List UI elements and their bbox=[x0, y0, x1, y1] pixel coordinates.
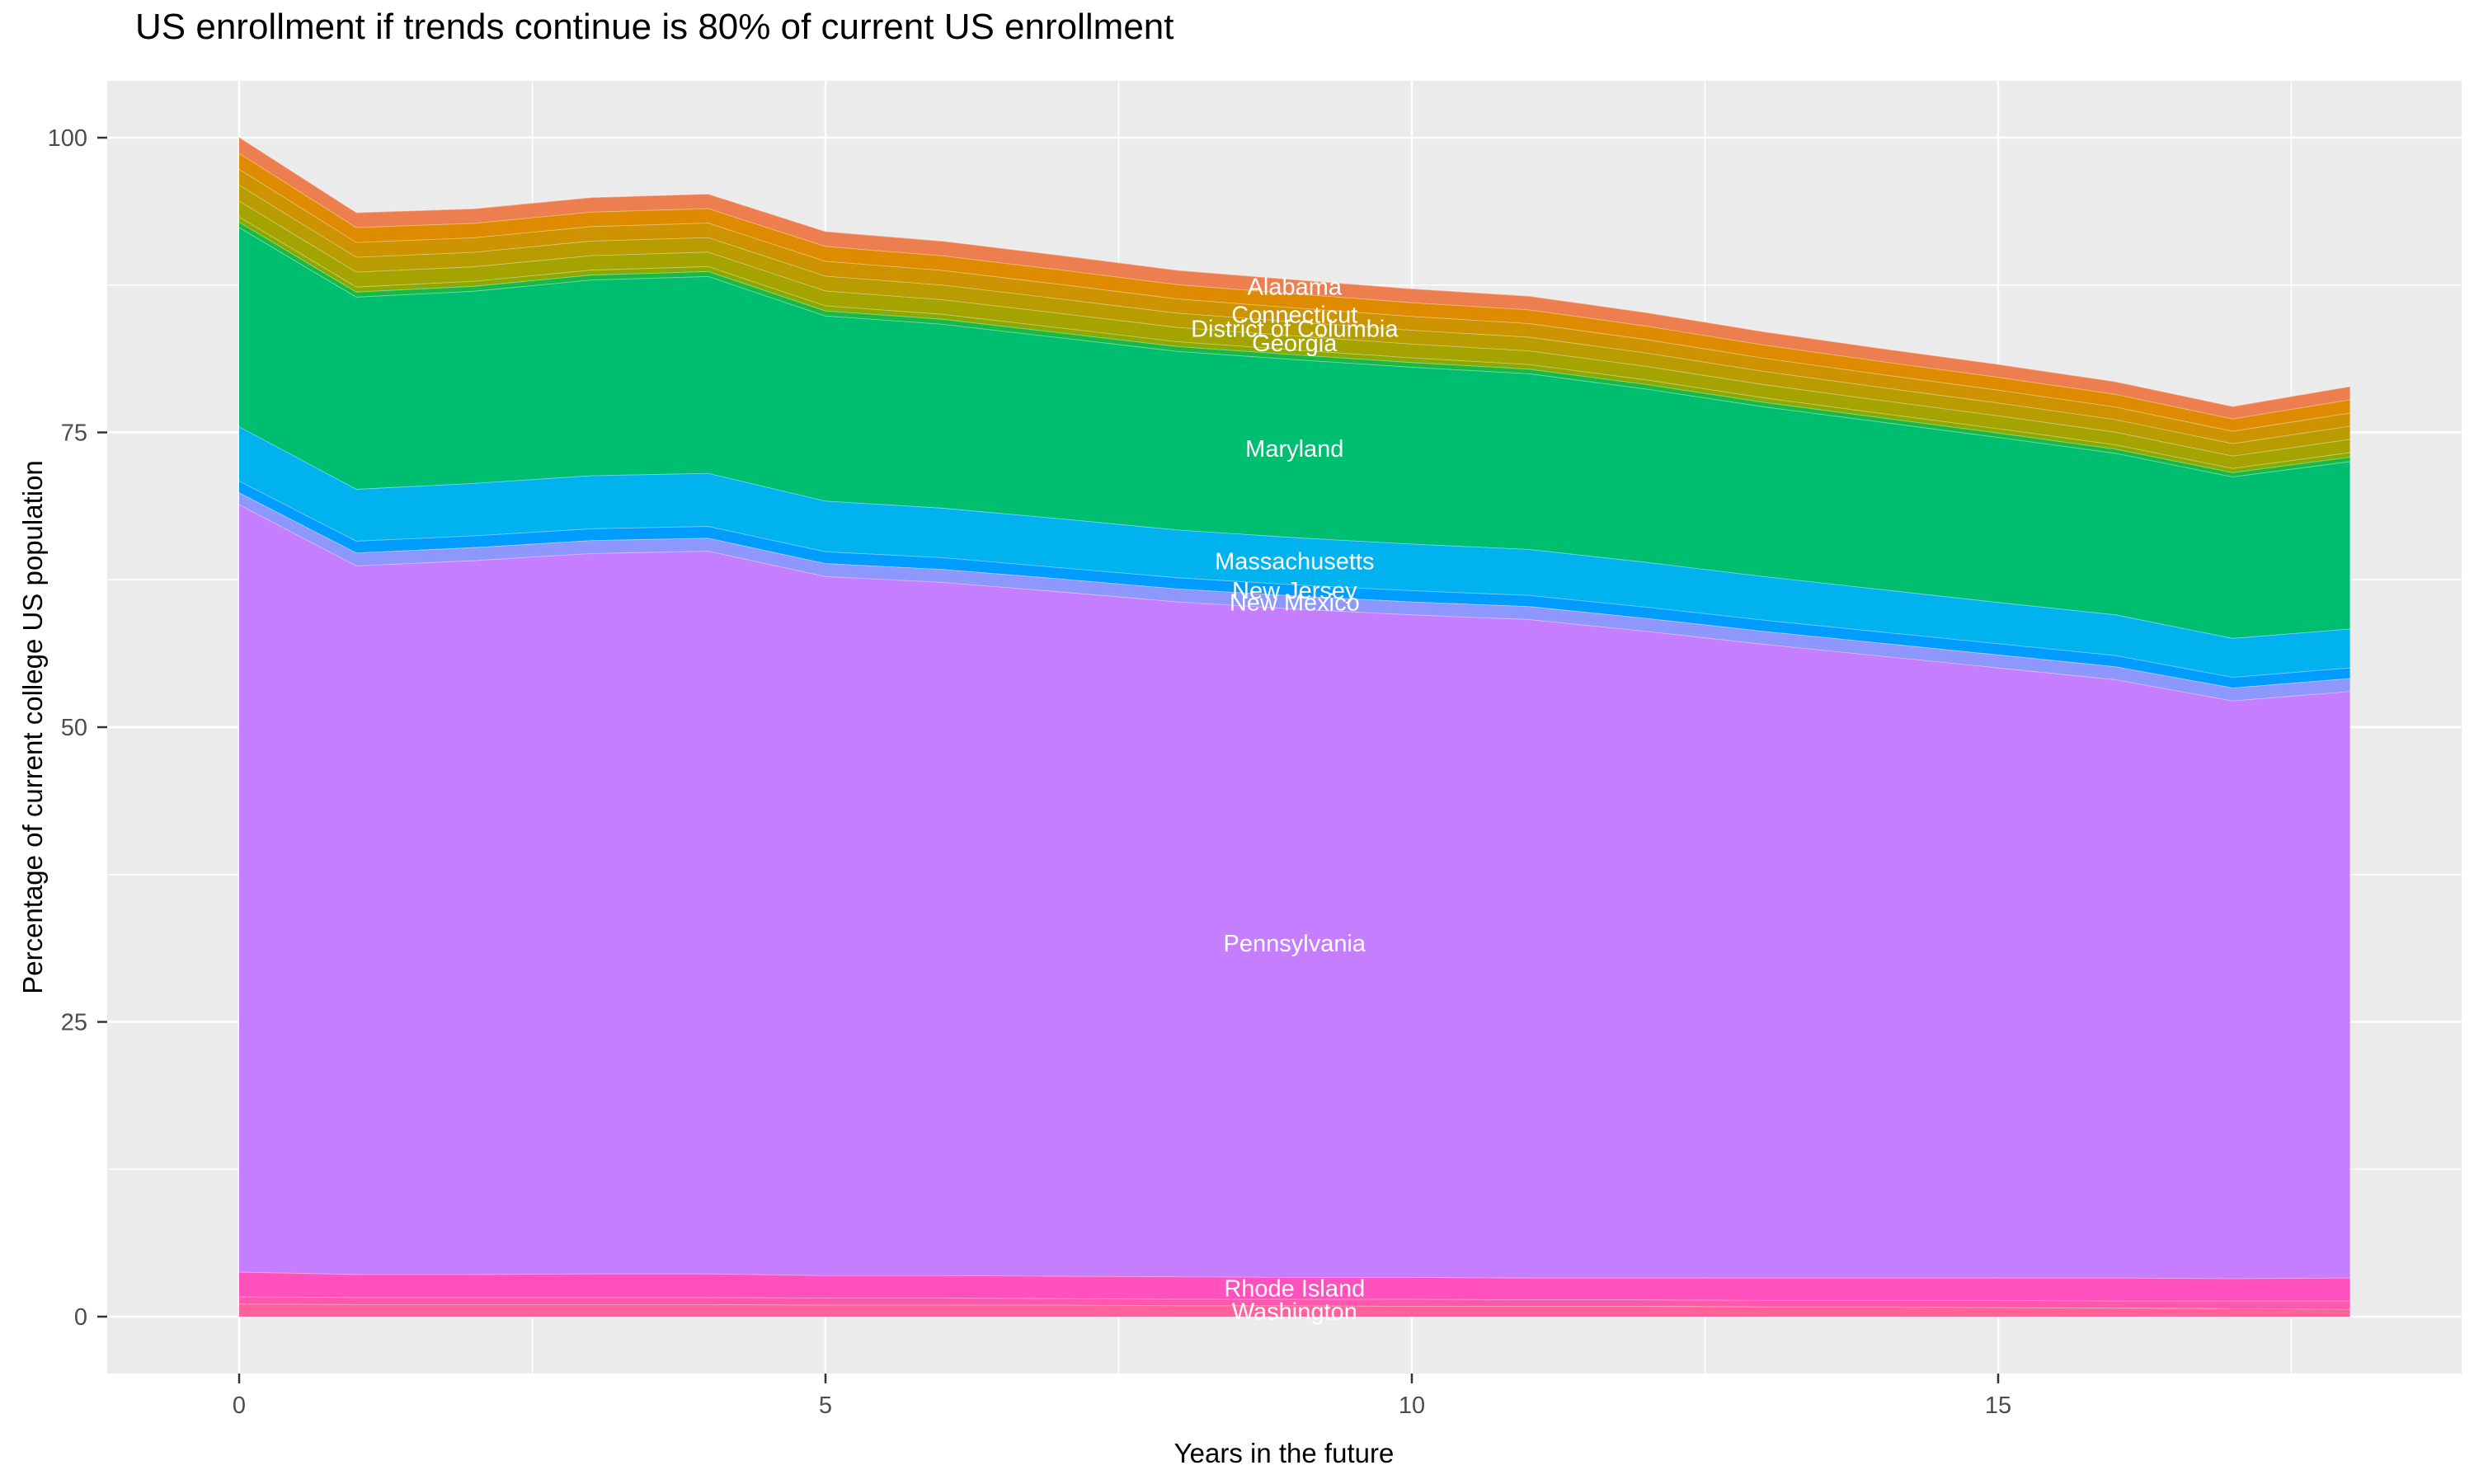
area-maryland bbox=[239, 227, 2350, 639]
area-new-mexico bbox=[239, 492, 2350, 701]
x-tick-label: 10 bbox=[1399, 1392, 1425, 1419]
area-unlabeled-band-2 bbox=[239, 216, 2350, 472]
state-label-connecticut: Connecticut bbox=[1231, 303, 1357, 329]
x-tick-label: 5 bbox=[819, 1392, 832, 1419]
area-new-jersey bbox=[239, 481, 2350, 688]
state-label-rhode-island: Rhode Island bbox=[1224, 1275, 1365, 1302]
area-alabama bbox=[239, 137, 2350, 419]
y-axis-title: Percentage of current college US populat… bbox=[17, 460, 48, 994]
state-label-new-jersey: New Jersey bbox=[1232, 578, 1357, 604]
state-label-washington: Washington bbox=[1232, 1298, 1357, 1325]
area-connecticut bbox=[239, 168, 2350, 444]
x-axis-title: Years in the future bbox=[1174, 1438, 1395, 1468]
chart-title: US enrollment if trends continue is 80% … bbox=[135, 7, 1174, 47]
area-washington bbox=[239, 1303, 2350, 1317]
area-unlabeled-band-3 bbox=[239, 222, 2350, 477]
area-massachusetts bbox=[239, 426, 2350, 678]
y-tick-label: 75 bbox=[61, 420, 87, 447]
area-district-of-columbia bbox=[239, 185, 2350, 456]
x-tick-label: 0 bbox=[233, 1392, 246, 1419]
area-pennsylvania bbox=[239, 504, 2350, 1279]
state-label-georgia: Georgia bbox=[1252, 331, 1338, 357]
state-label-massachusetts: Massachusetts bbox=[1215, 549, 1374, 575]
state-label-alabama: Alabama bbox=[1248, 275, 1343, 301]
y-tick-label: 25 bbox=[61, 1010, 87, 1036]
y-tick-label: 0 bbox=[74, 1304, 87, 1331]
state-label-new-mexico: New Mexico bbox=[1230, 590, 1360, 617]
x-tick-label: 15 bbox=[1985, 1392, 2011, 1419]
area-rhode-island bbox=[239, 1271, 2350, 1301]
state-label-pennsylvania: Pennsylvania bbox=[1224, 931, 1366, 957]
y-tick-label: 100 bbox=[48, 125, 87, 152]
state-label-maryland: Maryland bbox=[1245, 436, 1343, 463]
y-tick-label: 50 bbox=[61, 715, 87, 741]
area-unlabeled-band-1 bbox=[239, 153, 2350, 431]
area-georgia bbox=[239, 200, 2350, 468]
area-unlabeled-band-4 bbox=[239, 1296, 2350, 1309]
area-boundary-alabama bbox=[238, 136, 2350, 407]
state-label-district-of-columbia: District of Columbia bbox=[1191, 317, 1399, 343]
